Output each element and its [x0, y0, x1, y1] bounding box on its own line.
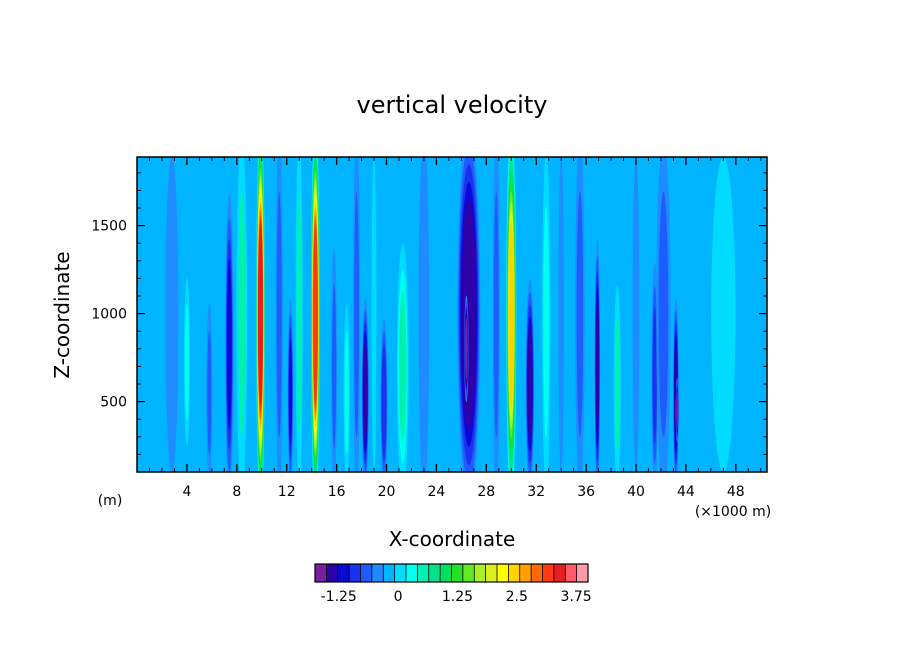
velocity-band-15-level-4 — [381, 354, 387, 449]
plot-area — [137, 157, 767, 472]
colorbar-swatch — [531, 564, 543, 582]
colorbar-swatch — [474, 564, 486, 582]
velocity-band-20-level-2 — [493, 191, 499, 438]
colorbar-swatch — [315, 564, 327, 582]
colorbar-swatch — [360, 564, 373, 582]
velocity-band-19-level-7 — [465, 321, 468, 377]
colorbar-swatch — [553, 564, 566, 582]
velocity-band-13-level-5 — [363, 341, 368, 445]
velocity-band-30-level-2 — [658, 191, 669, 438]
colorbar-tick-label: 3.75 — [561, 589, 592, 605]
chart-title: vertical velocity — [357, 91, 548, 119]
colorbar-tick-label: 1.25 — [442, 589, 473, 605]
y-tick-label: 500 — [100, 395, 127, 411]
velocity-band-32-level-7 — [676, 393, 678, 427]
x-tick-label: 32 — [527, 484, 545, 500]
velocity-band-2-level-2 — [207, 331, 212, 455]
velocity-band-21-level-10 — [508, 219, 515, 410]
velocity-band-27-level-2 — [614, 315, 620, 453]
colorbar-swatch — [383, 564, 395, 582]
colorbar-swatch — [565, 564, 577, 582]
x-tick-label: 12 — [278, 484, 296, 500]
colorbar-swatch — [451, 564, 464, 582]
velocity-band-7-level-4 — [288, 339, 293, 446]
velocity-band-1-level-2 — [184, 303, 189, 421]
x-tick-label: 48 — [727, 484, 745, 500]
velocity-band-10-level-2 — [332, 284, 337, 449]
colorbar-swatch — [576, 564, 589, 582]
x-unit-left-label: (m) — [98, 493, 123, 509]
velocity-band-25-level-2 — [576, 191, 584, 438]
colorbar-swatch — [337, 564, 350, 582]
colorbar-tick-label: -1.25 — [321, 589, 357, 605]
colorbar-swatch — [428, 564, 441, 582]
colorbar-tick-label: 0 — [394, 589, 403, 605]
colorbar-swatch — [497, 564, 509, 582]
colorbar-labels: -1.25 0 1.25 2.5 3.75 — [321, 589, 592, 605]
velocity-band-17-level-2 — [420, 191, 428, 438]
velocity-band-8-level-2 — [296, 191, 302, 438]
colorbar-swatch — [326, 564, 339, 582]
x-tick-label: 40 — [627, 484, 645, 500]
velocity-band-0-level-1 — [165, 157, 179, 472]
velocity-band-11-level-2 — [344, 331, 349, 455]
colorbar-frame — [314, 563, 589, 583]
colorbar-swatch — [542, 564, 555, 582]
velocity-band-18-level-6 — [462, 214, 476, 415]
x-tick-label: 16 — [328, 484, 346, 500]
colorbar-swatch — [349, 564, 361, 582]
velocity-band-33-level-1 — [711, 157, 736, 472]
velocity-band-24-level-1 — [558, 157, 564, 472]
velocity-band-22-level-5 — [527, 326, 533, 442]
colorbar-tick-label: 2.5 — [506, 589, 528, 605]
velocity-band-5-level-15 — [258, 221, 263, 408]
velocity-band-23-level-2 — [543, 205, 550, 440]
colorbar-swatch — [371, 564, 384, 582]
velocity-band-28-level-1 — [632, 157, 640, 472]
velocity-band-12-level-2 — [354, 191, 359, 438]
colorbar-swatch — [417, 564, 430, 582]
velocity-band-6-level-2 — [276, 191, 282, 438]
x-axis: 4 8 12 16 20 24 28 32 36 40 44 48 — [148, 157, 762, 500]
x-tick-label: 24 — [427, 484, 445, 500]
colorbar-swatch — [462, 564, 475, 582]
velocity-band-16-level-3 — [399, 291, 407, 442]
colorbar-swatch — [440, 564, 452, 582]
y-axis: 500 1000 1500 — [91, 172, 767, 455]
x-axis-label: X-coordinate — [389, 527, 516, 551]
colorbar-swatch — [519, 564, 532, 582]
x-tick-label: 8 — [232, 484, 241, 500]
velocity-band-14-level-1 — [371, 157, 377, 472]
velocity-band-9-level-14 — [312, 221, 318, 408]
y-axis-label: Z-coordinate — [50, 251, 74, 378]
velocity-band-29-level-3 — [652, 306, 657, 444]
velocity-band-4-level-2 — [238, 191, 246, 438]
y-tick-label: 1500 — [91, 219, 127, 235]
colorbar-swatch — [394, 564, 407, 582]
x-tick-label: 36 — [577, 484, 595, 500]
velocity-band-26-level-5 — [595, 297, 599, 435]
colorbar-swatch — [508, 564, 521, 582]
velocity-band-3-level-4 — [226, 258, 232, 430]
y-tick-label: 1000 — [91, 307, 127, 323]
colorbar — [314, 563, 589, 583]
x-tick-label: 4 — [182, 484, 191, 500]
plot-frame — [136, 156, 768, 473]
x-tick-label: 44 — [677, 484, 695, 500]
colorbar-swatch — [406, 564, 418, 582]
colorbar-swatch — [485, 564, 498, 582]
x-tick-label: 20 — [378, 484, 396, 500]
x-unit-right-label: (×1000 m) — [695, 504, 771, 520]
x-tick-label: 28 — [477, 484, 495, 500]
